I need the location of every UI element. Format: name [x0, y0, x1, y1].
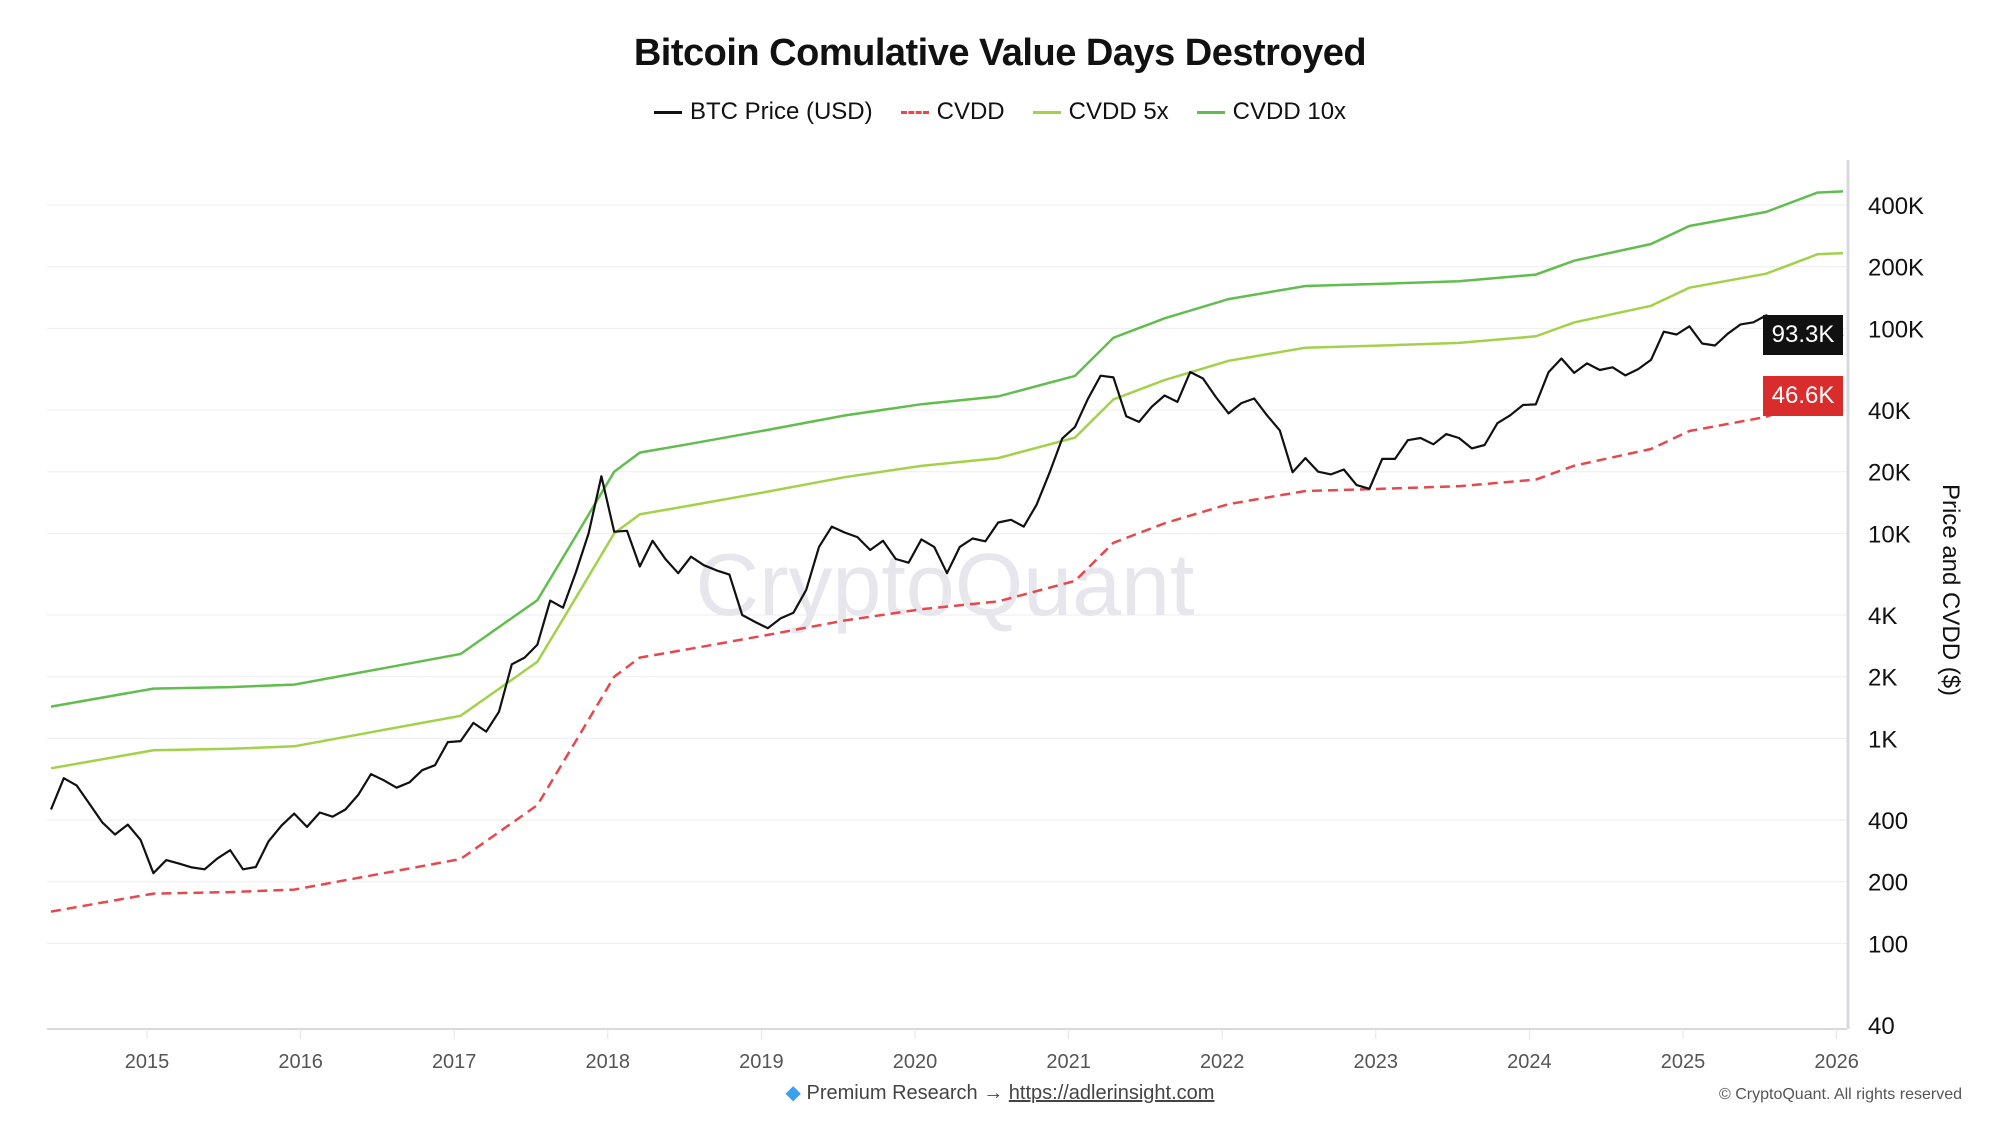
x-tick-label: 2019 — [739, 1051, 784, 1073]
x-tick-label: 2021 — [1046, 1051, 1091, 1073]
series-line-cvdd-10x — [50, 190, 1844, 708]
y-tick-label: 2K — [1868, 665, 1897, 692]
series-line-cvdd — [50, 395, 1844, 913]
copyright: © CryptoQuant. All rights reserved — [1719, 1086, 1962, 1103]
x-tick-label: 2026 — [1814, 1051, 1859, 1073]
y-tick-label: 40K — [1868, 398, 1911, 425]
legend-item-btc-price[interactable]: BTC Price (USD) — [653, 98, 873, 126]
legend-label: CVDD 10x — [1232, 98, 1347, 125]
footer: ◆ Premium Research → https://adlerinsigh… — [0, 1080, 2000, 1105]
y-tick-label: 200 — [1868, 870, 1908, 897]
x-tick-label: 2023 — [1354, 1051, 1399, 1073]
y-tick-label: 10K — [1868, 521, 1911, 548]
y-tick-label: 40 — [1868, 1013, 1895, 1040]
x-tick-label: 2020 — [893, 1051, 938, 1073]
footer-link[interactable]: https://adlerinsight.com — [1008, 1082, 1215, 1104]
y-tick-label: 400 — [1868, 808, 1908, 835]
y-tick-label: 4K — [1868, 603, 1897, 630]
gem-icon: ◆ — [785, 1082, 801, 1104]
legend-item-cvdd-5x[interactable]: CVDD 5x — [1032, 98, 1169, 126]
last-cvdd-tag: 46.6K — [1763, 376, 1843, 417]
legend: BTC Price (USD) CVDD CVDD 5x CVDD 10x — [0, 98, 2000, 126]
legend-swatch — [653, 110, 682, 114]
legend-swatch — [1196, 110, 1225, 114]
series-line-cvdd-5x — [50, 251, 1844, 770]
x-tick-label: 2018 — [586, 1051, 631, 1073]
last-price-tag: 93.3K — [1763, 314, 1843, 355]
y-tick-label: 20K — [1868, 460, 1911, 487]
legend-label: CVDD 5x — [1068, 98, 1169, 125]
x-tick-label: 2022 — [1200, 1051, 1245, 1073]
legend-item-cvdd-10x[interactable]: CVDD 10x — [1196, 98, 1347, 126]
x-tick-label: 2015 — [125, 1051, 170, 1073]
legend-swatch — [900, 110, 929, 114]
y-tick-label: 400K — [1868, 193, 1924, 220]
footer-text: Premium Research → — [806, 1082, 1004, 1104]
y-tick-label: 200K — [1868, 255, 1924, 282]
y-tick-label: 1K — [1868, 726, 1897, 753]
watermark: CryptoQuant — [696, 535, 1195, 634]
legend-swatch — [1032, 110, 1061, 114]
x-tick-label: 2025 — [1661, 1051, 1706, 1073]
legend-label: BTC Price (USD) — [689, 98, 873, 125]
x-tick-label: 2016 — [278, 1051, 323, 1073]
x-tick-label: 2024 — [1507, 1051, 1552, 1073]
legend-item-cvdd[interactable]: CVDD — [900, 98, 1005, 126]
chart-title: Bitcoin Comulative Value Days Destroyed — [633, 32, 1367, 74]
series-line-btc-price — [49, 314, 1844, 875]
x-tick-label: 2017 — [432, 1051, 477, 1073]
y-tick-label: 100 — [1868, 931, 1908, 958]
legend-label: CVDD — [936, 98, 1005, 125]
y-axis-title: Price and CVDD ($) — [1937, 483, 1964, 697]
y-tick-label: 100K — [1868, 316, 1924, 343]
